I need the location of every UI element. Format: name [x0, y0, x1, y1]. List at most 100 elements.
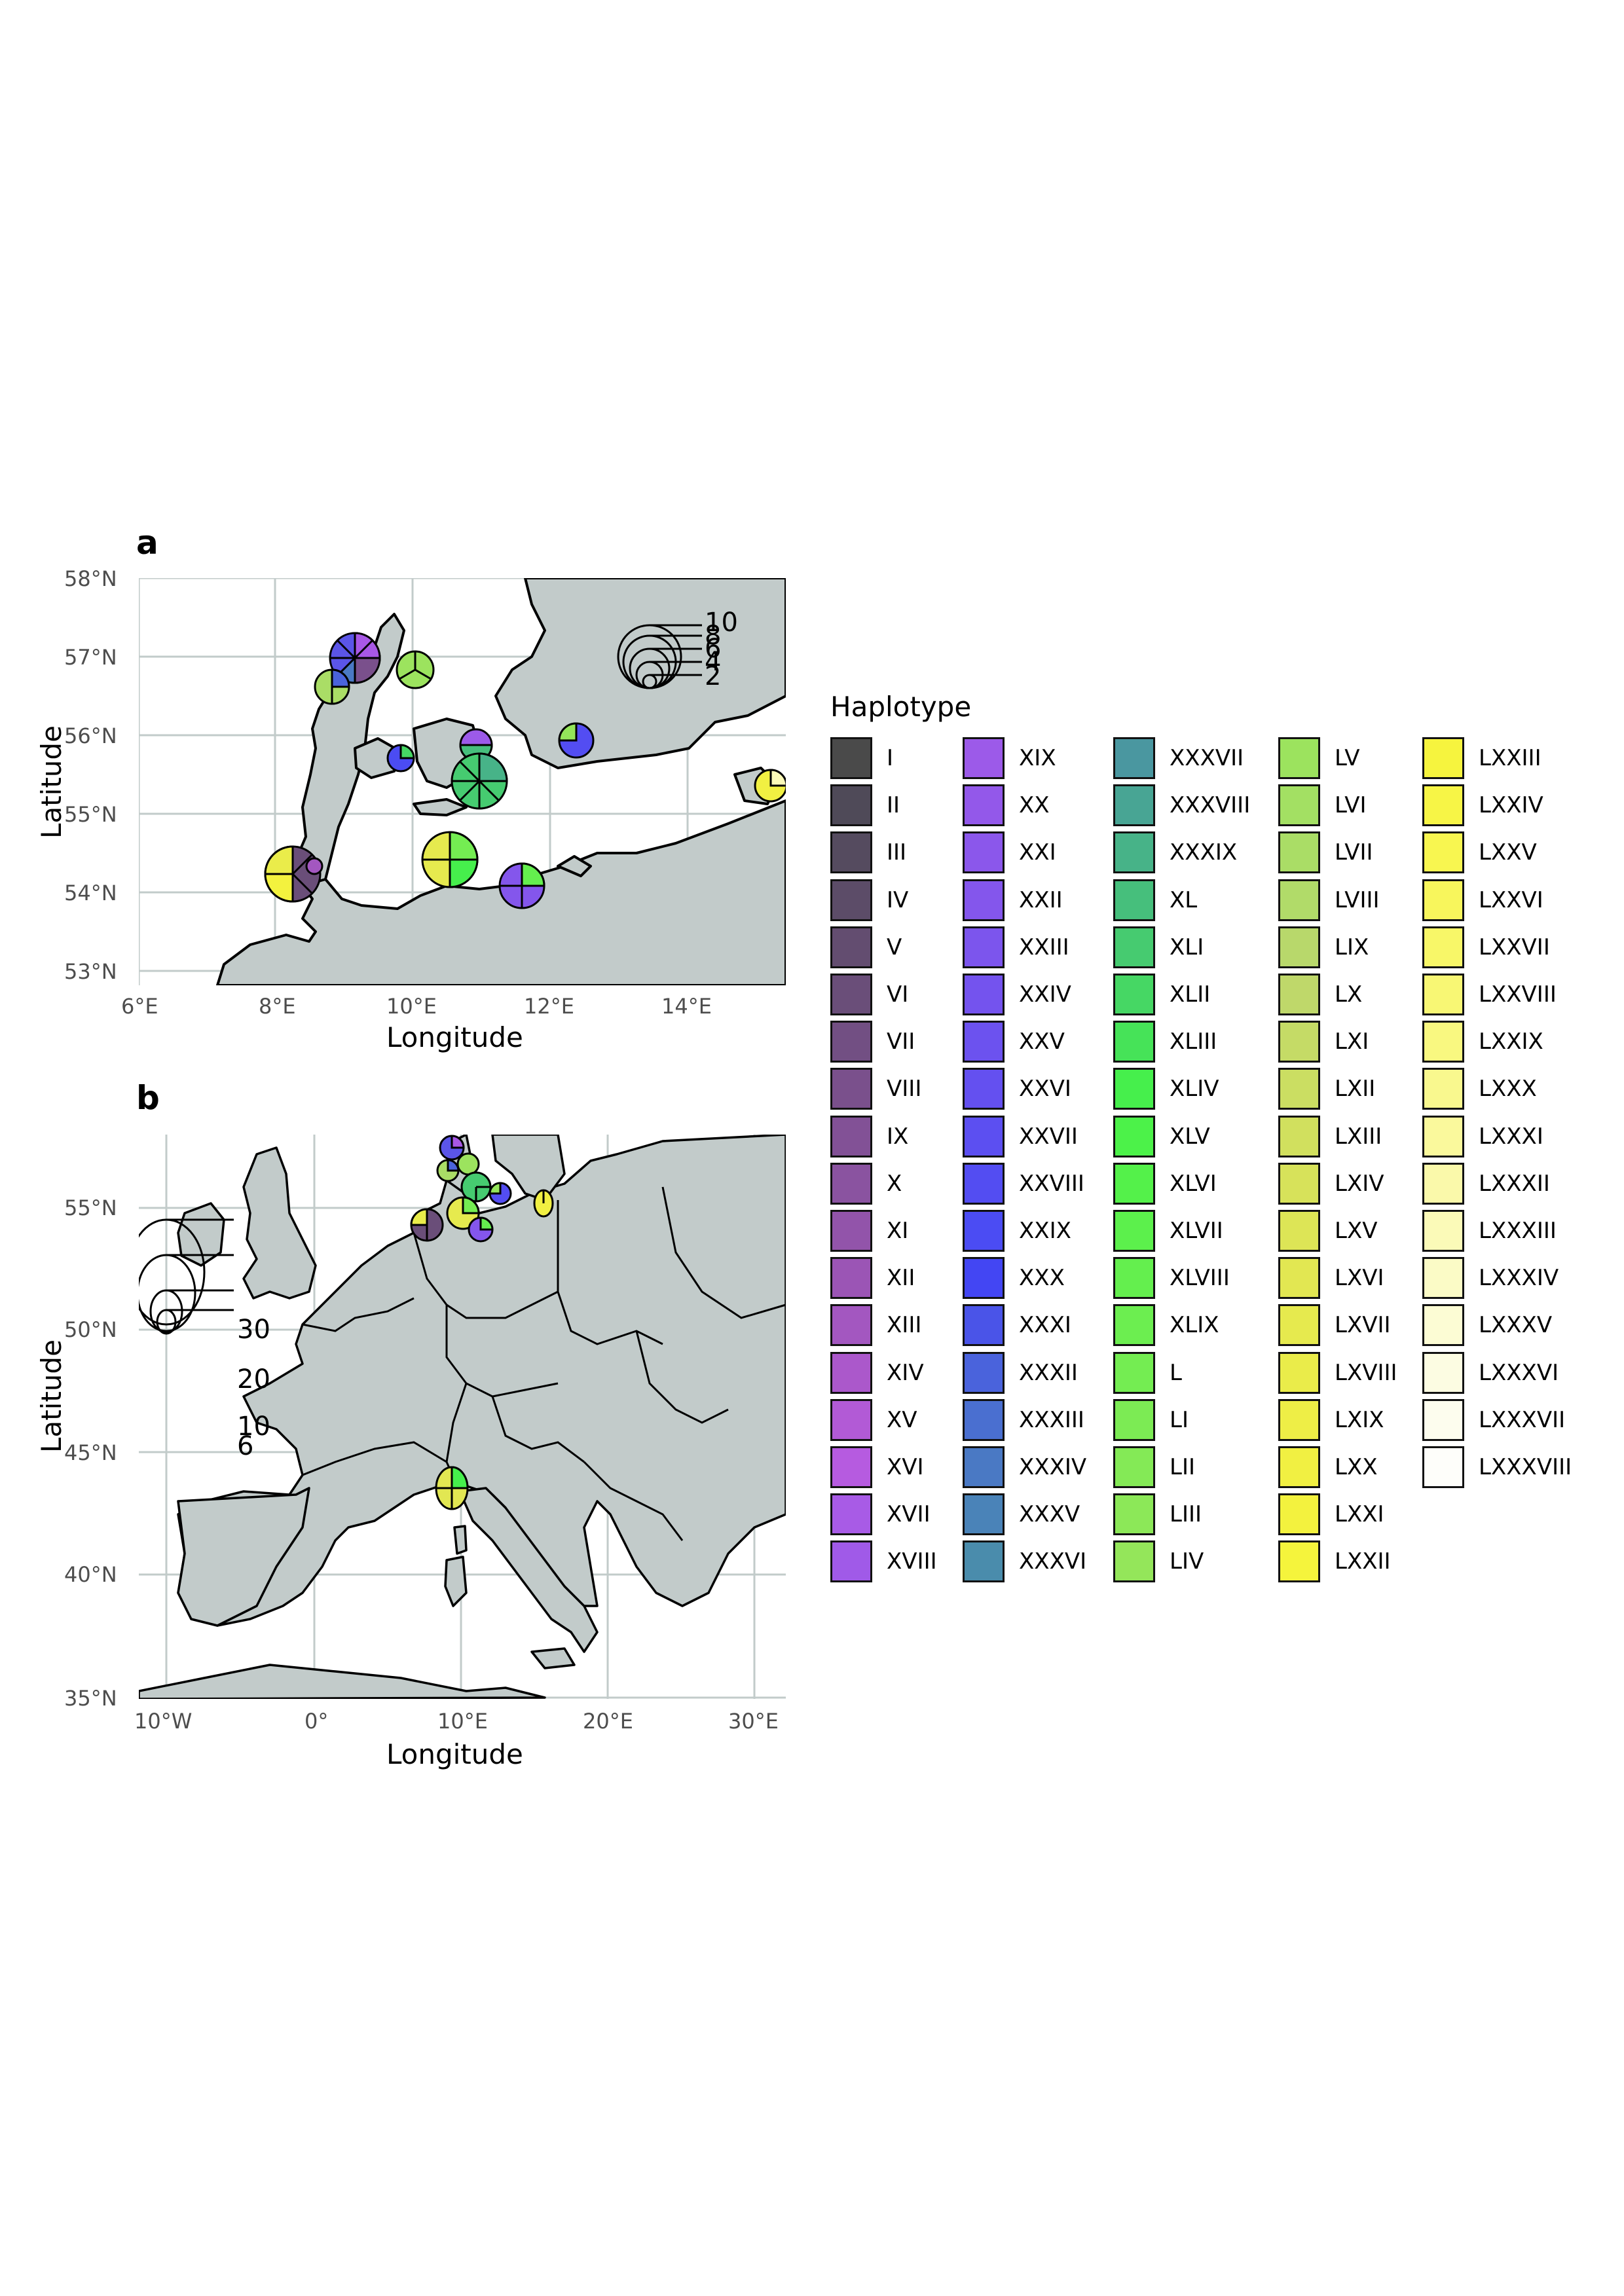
legend-swatch [1278, 1021, 1320, 1063]
legend-item: XLIV [1113, 1068, 1219, 1110]
legend-swatch [1113, 879, 1155, 921]
legend-item: LXII [1278, 1068, 1375, 1110]
b-ytick-45: 45°N [64, 1440, 117, 1465]
b-ytick-35: 35°N [64, 1686, 117, 1711]
pie-a-west-jutland [314, 668, 350, 705]
legend-label: LXXXVI [1479, 1359, 1559, 1386]
legend-label: LXXXV [1479, 1312, 1553, 1339]
pie-a-rugen [498, 862, 545, 909]
legend-swatch [963, 784, 1005, 827]
legend-label: XIII [887, 1312, 922, 1339]
legend-item: LV [1278, 737, 1359, 779]
legend-item: LXXVIII [1422, 974, 1557, 1015]
legend-label: XLIX [1170, 1312, 1219, 1339]
pie-a-limfjord [396, 650, 435, 689]
legend-swatch [963, 974, 1005, 1015]
pie-a-wadden [305, 857, 323, 875]
panel-a-letter: a [136, 524, 158, 562]
legend-item: LXIII [1278, 1115, 1382, 1157]
size-label-a-2: 2 [705, 661, 722, 691]
legend-item: LIV [1113, 1540, 1204, 1583]
legend-label: LXXXI [1479, 1123, 1543, 1150]
pie-a-great-belt [451, 752, 508, 810]
size-label-a-6: 6 [705, 634, 722, 664]
legend-item: LXXXIV [1422, 1257, 1559, 1300]
legend-swatch [1422, 926, 1464, 968]
legend-swatch [1113, 1068, 1155, 1110]
legend-label: XXVII [1019, 1123, 1078, 1150]
legend-label: XXX [1019, 1265, 1065, 1292]
legend-item: LXXX [1422, 1068, 1537, 1110]
b-ytick-55: 55°N [64, 1195, 117, 1220]
land-italy [458, 1487, 599, 1653]
land-rugen [557, 855, 592, 877]
size-legend-b [139, 1218, 234, 1335]
legend-label: XXXVIII [1170, 792, 1251, 819]
legend-swatch [830, 1021, 872, 1063]
legend-swatch [830, 1493, 872, 1536]
legend-swatch [963, 737, 1005, 779]
legend-item: IV [830, 879, 908, 921]
legend-swatch [963, 1304, 1005, 1347]
legend-item: XLII [1113, 974, 1210, 1015]
legend-item: L [1113, 1351, 1182, 1394]
land-africa [139, 1664, 546, 1699]
b-xtick-10e: 10°E [437, 1709, 488, 1734]
size-label-a-4: 4 [705, 647, 722, 677]
legend-label: VII [887, 1029, 915, 1055]
pies-b [410, 1135, 554, 1510]
legend-item: XXX [963, 1257, 1065, 1300]
legend-item: XI [830, 1210, 908, 1252]
legend-label: LIII [1170, 1501, 1202, 1528]
legend-label: X [887, 1170, 902, 1197]
legend-label: LVII [1335, 839, 1373, 866]
legend-item: XLVII [1113, 1210, 1223, 1252]
pie-b-oresund [489, 1182, 512, 1205]
land-sweden [494, 578, 786, 769]
legend-label: LXV [1335, 1218, 1378, 1244]
legend-swatch [1278, 974, 1320, 1015]
legend-item: LXV [1278, 1210, 1378, 1252]
legend-label: LXX [1335, 1454, 1378, 1480]
legend-swatch [1278, 737, 1320, 779]
legend-swatch [1422, 1021, 1464, 1063]
legend-swatch [1422, 831, 1464, 874]
legend-swatch [1422, 1115, 1464, 1157]
pie-b-jutland-n [439, 1135, 465, 1161]
legend-item: V [830, 926, 902, 968]
legend-item: VII [830, 1021, 915, 1063]
legend-label: XXI [1019, 839, 1056, 866]
legend-swatch [830, 1210, 872, 1252]
legend-label: LVIII [1335, 886, 1380, 913]
legend-item: LXXII [1278, 1540, 1391, 1583]
legend-item: XXIII [963, 926, 1069, 968]
legend-swatch [830, 1162, 872, 1205]
legend-item: LXXXVI [1422, 1351, 1559, 1394]
a-ytick-53: 53°N [64, 959, 117, 984]
legend-item: LVI [1278, 784, 1367, 827]
legend-item: XVI [830, 1446, 924, 1488]
legend-swatch [963, 879, 1005, 921]
legend-swatch [963, 926, 1005, 968]
legend-swatch [1113, 1304, 1155, 1347]
legend-swatch [830, 1398, 872, 1441]
a-xtick-6: 6°E [121, 994, 158, 1019]
legend-label: LXXXII [1479, 1170, 1550, 1197]
legend-label: XXXIV [1019, 1454, 1087, 1480]
legend-swatch [963, 1115, 1005, 1157]
legend-item: XXXIX [1113, 831, 1237, 874]
legend-swatch [1113, 784, 1155, 827]
legend-swatch [830, 1446, 872, 1488]
legend-swatch [1278, 1115, 1320, 1157]
legend-swatch [1113, 926, 1155, 968]
legend-label: XX [1019, 792, 1050, 819]
legend-swatch [1113, 1446, 1155, 1488]
panel-b-letter: b [136, 1079, 160, 1117]
legend-label: XXXI [1019, 1312, 1071, 1339]
legend-item: LXXXVII [1422, 1398, 1565, 1441]
legend-swatch [1113, 1493, 1155, 1536]
size-label-b-20: 20 [237, 1364, 270, 1394]
legend-swatch [1422, 1162, 1464, 1205]
b-xtick-0: 0° [304, 1709, 329, 1734]
legend-item: LIX [1278, 926, 1369, 968]
